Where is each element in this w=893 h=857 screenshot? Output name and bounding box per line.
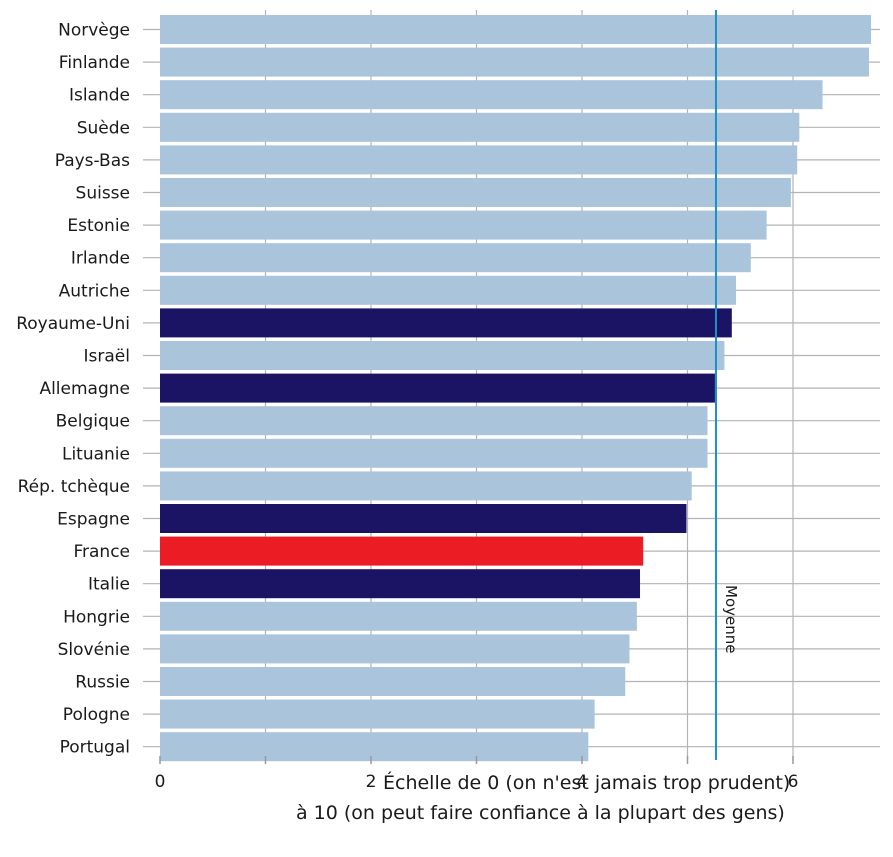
x-axis-title-line-2: à 10 (on peut faire confiance à la plupa… [296, 802, 785, 824]
x-tick-label: 4 [577, 772, 588, 792]
category-label: Israël [84, 347, 130, 367]
bar [160, 699, 595, 729]
category-label: Pologne [63, 705, 130, 725]
category-label: Suisse [76, 184, 130, 204]
bar [160, 504, 687, 533]
bar [160, 275, 737, 305]
bar [160, 471, 692, 501]
category-label: Belgique [56, 412, 130, 432]
category-label: Allemagne [39, 379, 130, 399]
x-tick-label: 0 [155, 772, 166, 792]
bar [160, 112, 800, 142]
bar [160, 634, 630, 664]
mean-label: Moyenne [722, 585, 740, 653]
bar [160, 341, 725, 370]
category-label: Estonie [67, 216, 130, 236]
category-label: Rép. tchèque [18, 477, 130, 497]
bar [160, 667, 626, 696]
bar [160, 80, 823, 110]
bar [160, 373, 715, 403]
category-label: Espagne [57, 510, 130, 530]
x-tick-label: 2 [366, 772, 377, 792]
category-label: Lituanie [62, 444, 130, 464]
bar [160, 732, 589, 762]
category-label: Slovénie [58, 640, 130, 660]
bar [160, 145, 798, 175]
bar [160, 47, 869, 77]
bar [160, 210, 767, 240]
category-label: Suède [77, 118, 130, 138]
category-label: Royaume-Uni [16, 314, 130, 334]
category-label: Pays-Bas [55, 151, 130, 171]
bar [160, 243, 751, 273]
bar [160, 569, 641, 599]
bar [160, 178, 791, 207]
bar [160, 406, 708, 436]
category-label: Irlande [71, 249, 130, 269]
category-label: Autriche [59, 281, 130, 301]
category-label: Portugal [60, 738, 130, 758]
x-tick-label: 6 [788, 772, 799, 792]
category-label: Norvège [58, 21, 130, 41]
category-label: Islande [69, 86, 130, 106]
bar [160, 438, 708, 468]
category-label: Russie [75, 673, 130, 693]
category-label: Hongrie [63, 607, 130, 627]
category-label: France [73, 542, 130, 562]
bar [160, 536, 644, 566]
category-label: Finlande [59, 53, 130, 73]
bar [160, 601, 637, 631]
bar [160, 308, 732, 338]
x-axis-title-line-1: Échelle de 0 (on n'est jamais trop prude… [383, 772, 791, 794]
category-label: Italie [88, 575, 130, 595]
bar [160, 15, 872, 44]
